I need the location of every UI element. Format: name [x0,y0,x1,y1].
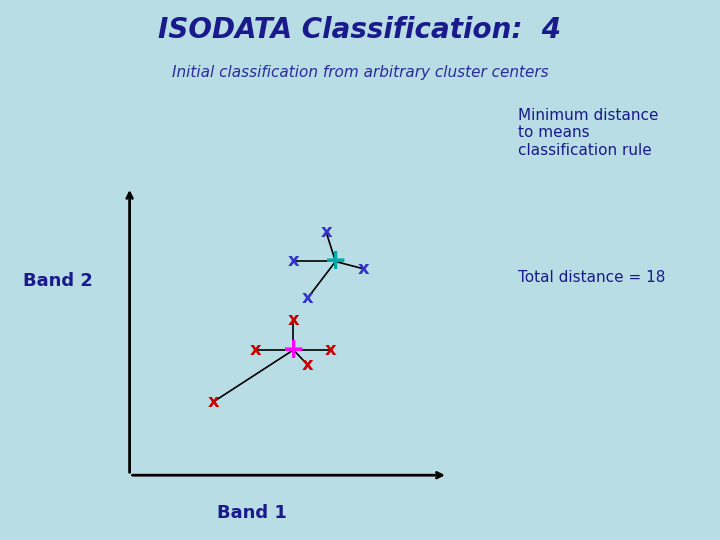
Text: ISODATA Classification:  4: ISODATA Classification: 4 [158,16,562,44]
Text: Total distance = 18: Total distance = 18 [518,270,666,285]
Text: x: x [358,260,369,278]
Text: x: x [250,341,262,359]
Text: x: x [320,223,332,241]
Text: x: x [302,289,313,307]
Text: x: x [302,356,313,374]
Text: x: x [325,341,337,359]
Text: x: x [287,253,300,271]
Text: x: x [287,312,300,329]
Text: Band 1: Band 1 [217,504,287,522]
Text: Band 2: Band 2 [22,272,93,290]
Text: +: + [282,336,305,364]
Text: Initial classification from arbitrary cluster centers: Initial classification from arbitrary cl… [171,65,549,80]
Text: +: + [324,247,347,275]
Text: Minimum distance
to means
classification rule: Minimum distance to means classification… [518,108,659,158]
Text: x: x [208,393,220,410]
